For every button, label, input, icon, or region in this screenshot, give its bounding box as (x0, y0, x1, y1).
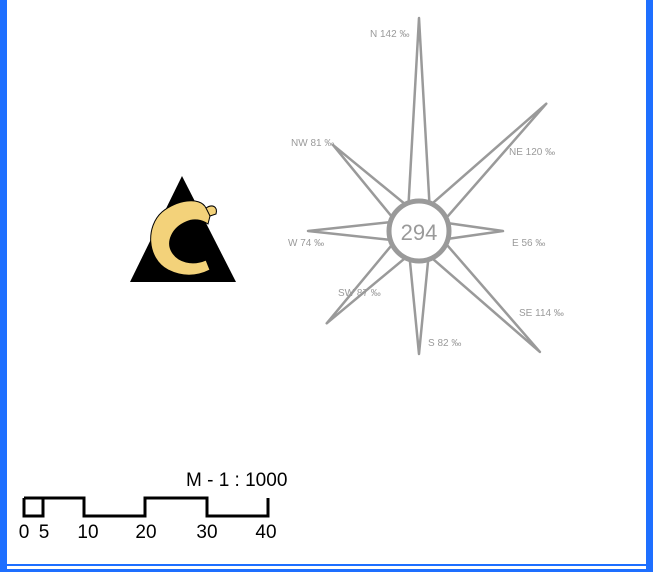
logo-letter-c (150, 200, 211, 276)
scale-bar (22, 496, 270, 518)
scale-tick-10: 10 (77, 522, 99, 543)
letter-c-on-triangle-logo (130, 176, 236, 282)
scale-tick-5: 5 (38, 522, 50, 543)
scale-tick-30: 30 (196, 522, 218, 543)
scale-tick-40: 40 (255, 522, 277, 543)
scale-tick-0: 0 (18, 522, 30, 543)
bottom-frame-gap (7, 566, 646, 569)
scale-tick-20: 20 (135, 522, 157, 543)
scale-title: M - 1 : 1000 (186, 470, 288, 491)
